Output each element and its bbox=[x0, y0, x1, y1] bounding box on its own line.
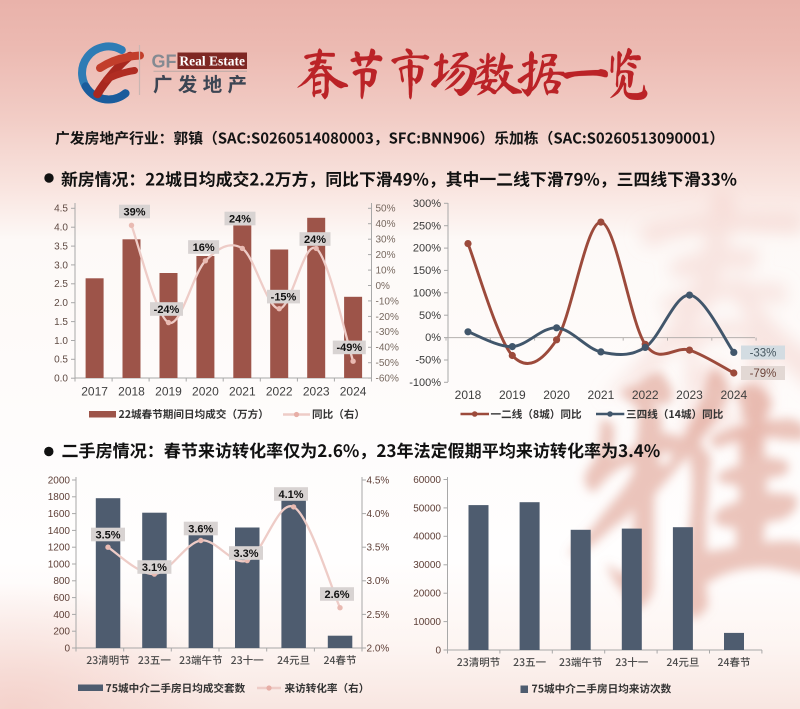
svg-text:24%: 24% bbox=[304, 234, 326, 246]
svg-text:1400: 1400 bbox=[48, 526, 71, 537]
svg-text:600: 600 bbox=[53, 593, 70, 604]
svg-text:24%: 24% bbox=[229, 213, 251, 225]
svg-text:1.5: 1.5 bbox=[54, 317, 68, 328]
svg-text:2020: 2020 bbox=[543, 388, 570, 402]
svg-text:0.0: 0.0 bbox=[54, 374, 68, 385]
svg-text:-20%: -20% bbox=[376, 312, 399, 323]
svg-text:4.1%: 4.1% bbox=[278, 489, 303, 501]
svg-text:-33%: -33% bbox=[750, 347, 777, 359]
svg-text:30%: 30% bbox=[376, 235, 396, 246]
svg-text:-40%: -40% bbox=[376, 343, 399, 354]
svg-text:-10%: -10% bbox=[376, 296, 399, 307]
svg-text:150%: 150% bbox=[413, 265, 441, 277]
svg-text:2021: 2021 bbox=[588, 388, 615, 402]
svg-text:400: 400 bbox=[53, 610, 70, 621]
svg-text:300%: 300% bbox=[413, 198, 441, 210]
svg-text:1000: 1000 bbox=[48, 559, 71, 570]
svg-text:2.5%: 2.5% bbox=[367, 610, 390, 621]
svg-text:-50%: -50% bbox=[376, 358, 399, 369]
svg-text:2023: 2023 bbox=[676, 388, 703, 402]
svg-text:16%: 16% bbox=[193, 242, 215, 254]
svg-text:50000: 50000 bbox=[413, 503, 441, 514]
svg-text:-79%: -79% bbox=[750, 368, 777, 380]
svg-text:3.5%: 3.5% bbox=[95, 529, 120, 541]
svg-text:2.5: 2.5 bbox=[54, 279, 68, 290]
svg-text:1800: 1800 bbox=[48, 492, 71, 503]
svg-text:2.0: 2.0 bbox=[54, 298, 68, 309]
svg-text:4.5: 4.5 bbox=[54, 204, 68, 215]
svg-text:50%: 50% bbox=[376, 204, 396, 215]
svg-text:2000: 2000 bbox=[48, 475, 71, 486]
svg-text:2024: 2024 bbox=[340, 385, 367, 399]
svg-text:1600: 1600 bbox=[48, 509, 71, 520]
svg-text:0: 0 bbox=[435, 645, 441, 656]
svg-text:3.1%: 3.1% bbox=[142, 562, 167, 574]
svg-text:250%: 250% bbox=[413, 220, 441, 232]
svg-text:1200: 1200 bbox=[48, 543, 71, 554]
svg-text:2023: 2023 bbox=[303, 385, 330, 399]
svg-text:Real Estate: Real Estate bbox=[179, 54, 245, 69]
svg-text:3.0%: 3.0% bbox=[367, 576, 390, 587]
svg-text:200%: 200% bbox=[413, 243, 441, 255]
svg-text:GF: GF bbox=[152, 52, 177, 72]
svg-text:2018: 2018 bbox=[118, 385, 145, 399]
svg-text:0%: 0% bbox=[376, 281, 391, 292]
svg-text:4.0%: 4.0% bbox=[367, 509, 390, 520]
svg-text:100%: 100% bbox=[413, 287, 441, 299]
svg-text:3.6%: 3.6% bbox=[188, 523, 213, 535]
svg-text:-30%: -30% bbox=[376, 327, 399, 338]
svg-text:2019: 2019 bbox=[155, 385, 182, 399]
svg-text:4.5%: 4.5% bbox=[367, 475, 390, 486]
svg-text:50%: 50% bbox=[419, 310, 441, 322]
svg-text:0%: 0% bbox=[425, 332, 441, 344]
svg-text:2019: 2019 bbox=[499, 388, 526, 402]
svg-text:2017: 2017 bbox=[81, 385, 108, 399]
svg-text:800: 800 bbox=[53, 576, 70, 587]
svg-text:40%: 40% bbox=[376, 219, 396, 230]
svg-text:2018: 2018 bbox=[455, 388, 482, 402]
svg-text:60000: 60000 bbox=[413, 475, 441, 486]
svg-text:10000: 10000 bbox=[413, 617, 441, 628]
svg-text:0: 0 bbox=[64, 643, 70, 654]
svg-text:0.5: 0.5 bbox=[54, 355, 68, 366]
svg-text:20000: 20000 bbox=[413, 589, 441, 600]
svg-text:-24%: -24% bbox=[154, 304, 180, 316]
svg-text:10%: 10% bbox=[376, 266, 396, 277]
svg-text:3.3%: 3.3% bbox=[233, 548, 258, 560]
svg-text:20%: 20% bbox=[376, 250, 396, 261]
svg-text:1.0: 1.0 bbox=[54, 336, 68, 347]
svg-text:2.0%: 2.0% bbox=[367, 643, 390, 654]
svg-text:30000: 30000 bbox=[413, 560, 441, 571]
svg-text:-50%: -50% bbox=[415, 355, 441, 367]
svg-text:200: 200 bbox=[53, 627, 70, 638]
svg-text:2022: 2022 bbox=[266, 385, 293, 399]
svg-text:3.0: 3.0 bbox=[54, 260, 68, 271]
svg-text:3.5: 3.5 bbox=[54, 242, 68, 253]
svg-text:-49%: -49% bbox=[336, 342, 362, 354]
svg-text:39%: 39% bbox=[123, 206, 145, 218]
svg-text:40000: 40000 bbox=[413, 532, 441, 543]
svg-text:2022: 2022 bbox=[632, 388, 659, 402]
svg-text:-100%: -100% bbox=[409, 377, 441, 389]
svg-text:2024: 2024 bbox=[720, 388, 747, 402]
svg-text:3.5%: 3.5% bbox=[367, 543, 390, 554]
svg-text:2020: 2020 bbox=[192, 385, 219, 399]
svg-text:2.6%: 2.6% bbox=[324, 589, 349, 601]
svg-text:4.0: 4.0 bbox=[54, 223, 68, 234]
svg-text:2021: 2021 bbox=[229, 385, 256, 399]
svg-text:-15%: -15% bbox=[271, 291, 297, 303]
svg-text:-60%: -60% bbox=[376, 374, 399, 385]
